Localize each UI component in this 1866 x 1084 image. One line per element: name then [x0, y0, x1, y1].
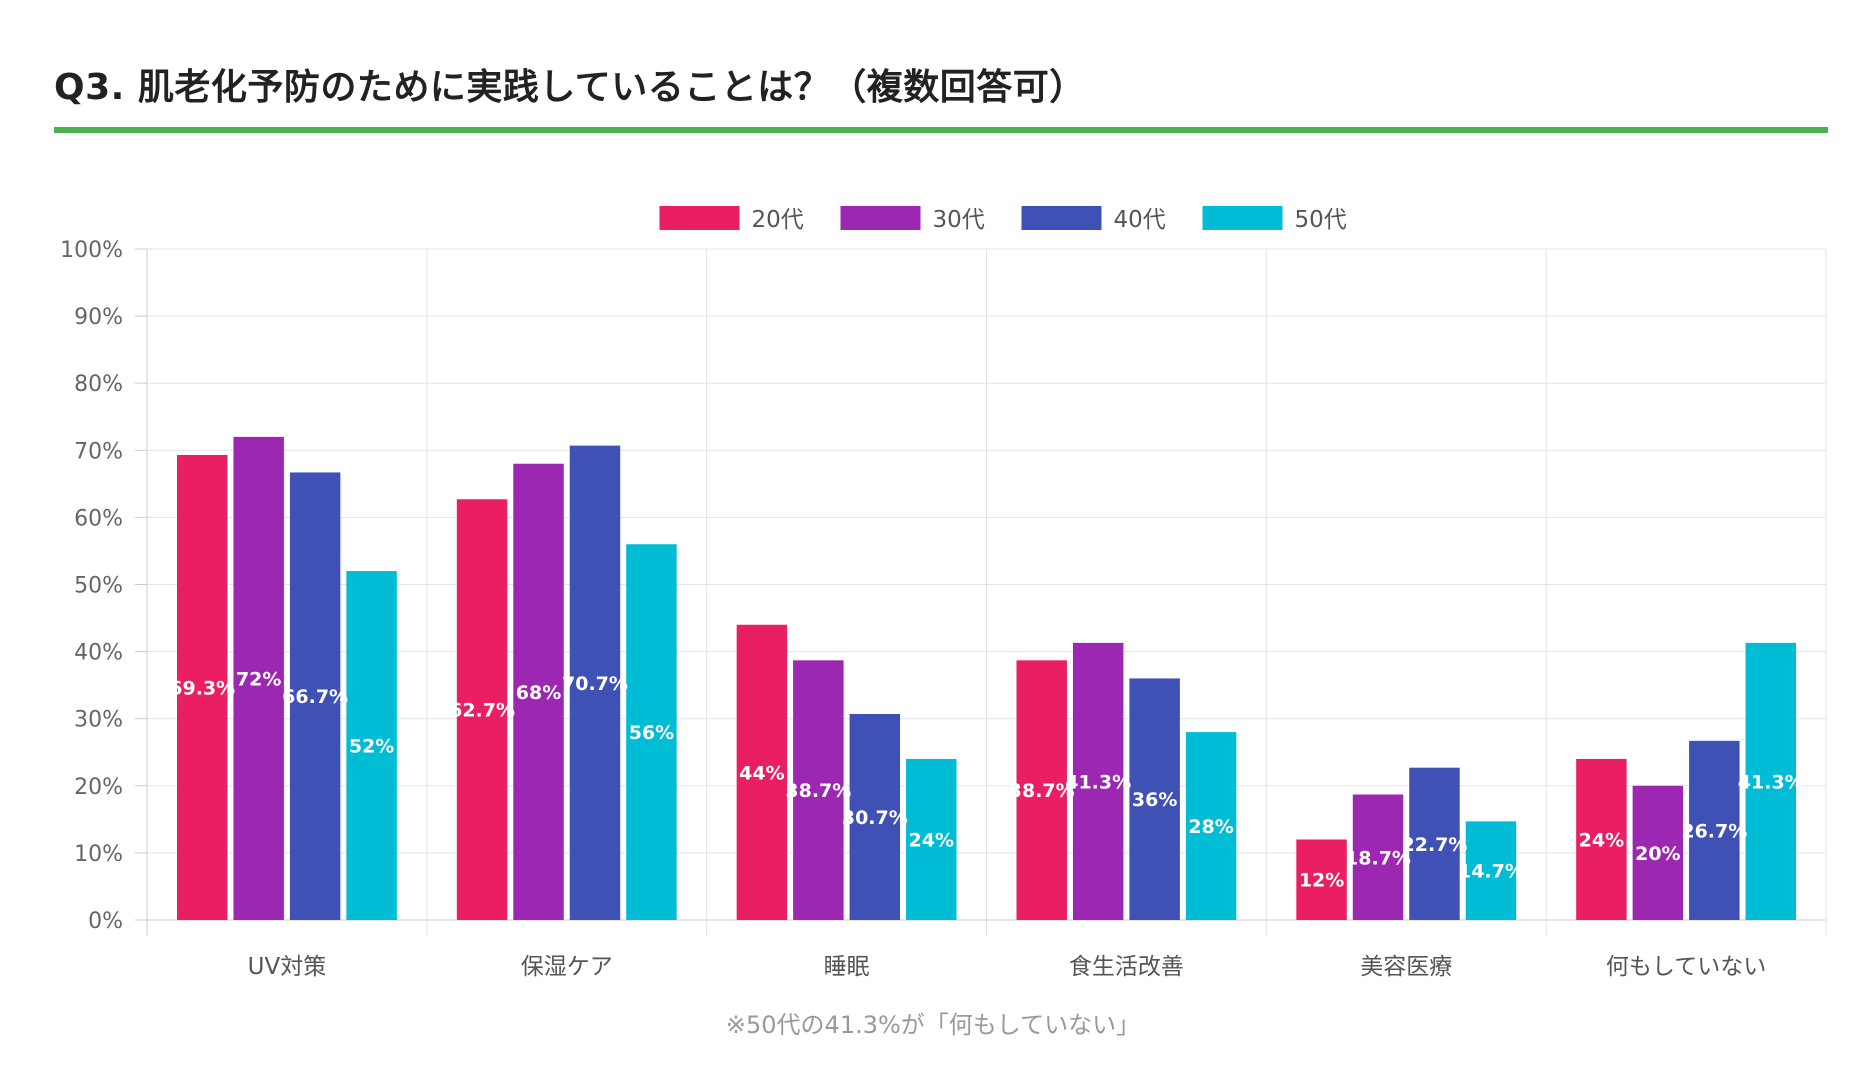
y-tick-label: 60% [74, 506, 123, 531]
bar [736, 624, 788, 920]
bar [1409, 767, 1460, 920]
bar-data-label: 38.7% [785, 780, 851, 802]
bar-data-label: 26.7% [1681, 820, 1747, 842]
y-tick-label: 80% [74, 372, 123, 397]
legend-item[interactable]: 50代 [1202, 206, 1347, 233]
bar-data-label: 72% [236, 668, 281, 690]
legend-item[interactable]: 40代 [1021, 206, 1166, 233]
bar-data-label: 38.7% [1009, 780, 1075, 802]
bar [906, 758, 957, 920]
x-tick-label: 美容医療 [1360, 954, 1452, 980]
bar-data-label: 41.3% [1065, 771, 1131, 793]
legend-swatch [1202, 206, 1283, 230]
legend-item[interactable]: 30代 [840, 206, 985, 233]
x-tick-label: 保湿ケア [521, 954, 613, 980]
bar [1689, 740, 1740, 920]
bar [346, 571, 397, 920]
bar [289, 472, 341, 920]
bar-data-label: 52% [349, 736, 394, 758]
bar-data-label: 22.7% [1402, 834, 1468, 856]
x-tick-label: 食生活改善 [1069, 954, 1184, 980]
bar [1129, 678, 1180, 920]
y-tick-label: 40% [74, 641, 123, 666]
bar-data-label: 14.7% [1458, 861, 1524, 883]
data-labels: 69.3% 72%66.7%52%62.7%68% 70.7%56%44%38.7%… [169, 668, 1803, 891]
x-tick-label: 睡眠 [824, 954, 870, 980]
bar [1576, 758, 1627, 920]
y-tick-label: 70% [74, 439, 123, 464]
bar [793, 660, 844, 920]
title-underline [54, 127, 1828, 133]
bar-data-label: 66.7% [282, 686, 348, 708]
bar [1296, 839, 1347, 920]
bar [1352, 794, 1404, 920]
legend-swatch [1021, 206, 1102, 230]
bar-data-label: 30.7% [842, 807, 908, 829]
x-tick-label: UV対策 [248, 954, 327, 980]
bar-data-label: 44% [739, 762, 784, 784]
y-tick-label: 50% [74, 574, 123, 599]
y-tick-label: 20% [74, 775, 123, 800]
bars [177, 436, 1796, 920]
x-tick-label: 何もしていない [1606, 954, 1766, 980]
bar [233, 436, 284, 920]
bar [626, 544, 677, 920]
bar-data-label: 69.3% [169, 677, 235, 699]
bar-data-label: 12% [1299, 870, 1344, 892]
bar-data-label: 70.7% [562, 673, 628, 695]
legend-label: 40代 [1114, 207, 1166, 233]
bar [1072, 642, 1124, 920]
bar-data-label: 68% [516, 682, 561, 704]
legend-label: 20代 [752, 207, 804, 233]
legend-label: 50代 [1295, 207, 1347, 233]
legend-label: 30代 [933, 207, 985, 233]
y-tick-label: 30% [74, 708, 123, 733]
y-tick-label: 90% [74, 305, 123, 330]
legend[interactable]: 20代 30代 40代 50代 [659, 206, 1347, 233]
bar [849, 714, 901, 920]
bar [1185, 732, 1237, 920]
bar [1745, 642, 1796, 920]
bar [1016, 660, 1067, 920]
bar-data-label: 18.7% [1345, 847, 1411, 869]
bar [177, 454, 228, 920]
y-tick-label: 0% [88, 909, 123, 934]
legend-item[interactable]: 20代 [659, 206, 804, 233]
y-tick-label: 100% [60, 238, 123, 263]
bar-data-label: 20% [1635, 843, 1680, 865]
bar-data-label: 24% [909, 829, 954, 851]
y-tick-label: 10% [74, 842, 123, 867]
bar-data-label: 24% [1579, 829, 1624, 851]
legend-swatch [659, 206, 740, 230]
bar [513, 463, 564, 920]
bar [456, 499, 508, 920]
bar [569, 445, 621, 920]
legend-swatch [840, 206, 921, 230]
page-title: Q3. 肌老化予防のために実践していることは？（複数回答可） [54, 67, 1086, 108]
footnote: ※50代の41.3%が「何もしていない」 [725, 1011, 1141, 1039]
bar-data-label: 28% [1188, 816, 1233, 838]
bar [1465, 821, 1517, 920]
bar [1632, 785, 1684, 920]
bar-data-label: 36% [1132, 789, 1177, 811]
grid-lines [146, 248, 1827, 936]
bar-data-label: 62.7% [449, 700, 515, 722]
bar-data-label: 41.3% [1738, 771, 1804, 793]
bar-data-label: 56% [629, 722, 674, 744]
axes: 0% 10% 20% 30% 40% 50% 60% 70% 80% 90% 100% UV対策 保湿ケ… [60, 238, 1766, 980]
